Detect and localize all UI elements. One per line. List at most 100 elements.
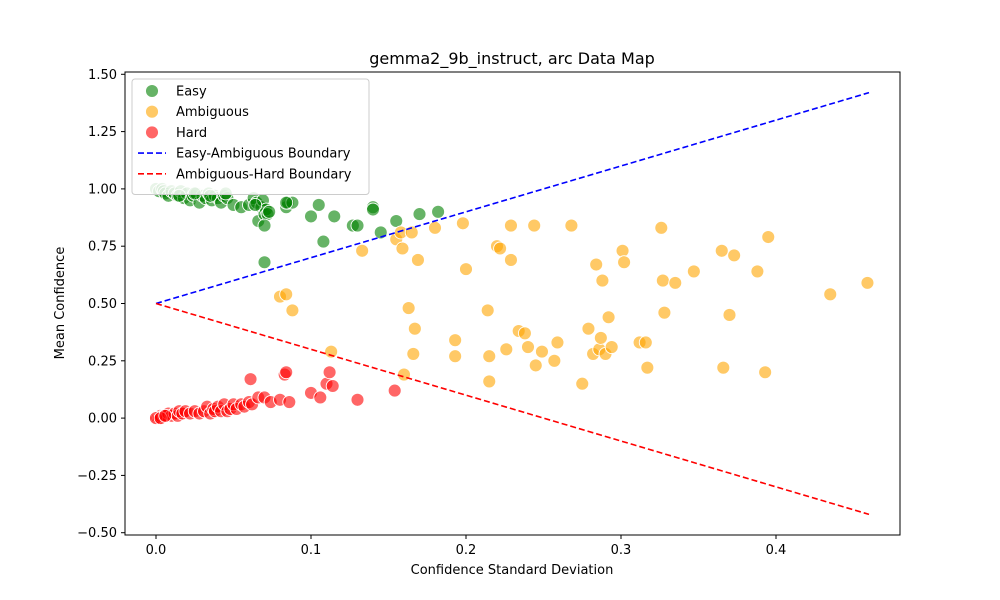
boundary-line-easy-ambiguous — [155, 91, 870, 305]
point-ambiguous-21 — [482, 374, 497, 389]
point-ambiguous-41 — [593, 330, 608, 345]
point-ambiguous-54 — [668, 275, 683, 290]
point-ambiguous-32 — [535, 344, 549, 359]
point-ambiguous-15 — [448, 333, 463, 348]
legend-ambiguous-hard-boundary-label: Ambiguous-Hard Boundary — [176, 167, 352, 182]
point-ambiguous-34 — [550, 335, 565, 350]
point-ambiguous-19 — [480, 303, 495, 318]
point-easy-37 — [257, 218, 272, 233]
point-hard-43 — [322, 365, 337, 380]
x-axis-title: Confidence Standard Deviation — [411, 563, 614, 578]
point-ambiguous-25 — [504, 218, 518, 233]
point-ambiguous-31 — [528, 358, 543, 373]
point-ambiguous-4 — [355, 243, 370, 258]
point-ambiguous-3 — [324, 344, 339, 359]
point-ambiguous-64 — [860, 275, 875, 290]
point-ambiguous-45 — [604, 340, 619, 354]
x-tick-label-0: 0.0 — [146, 543, 167, 558]
point-ambiguous-12 — [407, 321, 422, 336]
point-ambiguous-52 — [655, 273, 670, 288]
point-ambiguous-62 — [761, 230, 776, 244]
point-ambiguous-8 — [397, 367, 411, 382]
point-ambiguous-56 — [714, 243, 729, 258]
point-ambiguous-26 — [504, 253, 518, 267]
point-ambiguous-35 — [564, 218, 579, 233]
legend-ambiguous-label: Ambiguous — [176, 105, 249, 120]
point-ambiguous-37 — [581, 321, 596, 336]
point-easy-38 — [257, 255, 272, 270]
point-easy-52 — [412, 207, 427, 222]
point-ambiguous-33 — [547, 353, 562, 368]
point-ambiguous-9 — [401, 301, 416, 316]
point-ambiguous-24 — [499, 342, 514, 357]
point-easy-58 — [248, 197, 263, 212]
point-hard-41 — [313, 390, 328, 405]
y-tick-label-3: 0.25 — [88, 354, 117, 369]
point-ambiguous-30 — [527, 218, 542, 233]
y-tick-label-6: 1.00 — [88, 182, 117, 197]
point-ambiguous-46 — [615, 243, 630, 258]
point-ambiguous-60 — [750, 264, 765, 279]
point-ambiguous-23 — [493, 241, 508, 256]
point-ambiguous-2 — [285, 303, 300, 318]
point-ambiguous-16 — [448, 349, 463, 364]
legend-hard-marker — [145, 125, 159, 140]
point-ambiguous-11 — [406, 346, 421, 361]
point-easy-53 — [431, 204, 446, 219]
point-easy-43 — [311, 197, 326, 212]
point-ambiguous-58 — [722, 308, 737, 322]
y-axis-title: Mean Confidence — [53, 247, 68, 360]
point-ambiguous-36 — [575, 376, 590, 391]
legend-hard-label: Hard — [176, 126, 207, 141]
x-tick-label-2: 0.2 — [456, 543, 477, 558]
point-hard-44 — [325, 379, 340, 393]
point-ambiguous-49 — [638, 335, 653, 350]
point-ambiguous-44 — [601, 310, 616, 325]
point-ambiguous-39 — [589, 257, 604, 272]
point-ambiguous-7 — [395, 241, 410, 256]
y-tick-label-0: −0.50 — [77, 526, 117, 541]
point-ambiguous-17 — [455, 216, 470, 231]
point-easy-45 — [327, 209, 342, 224]
point-ambiguous-47 — [617, 255, 632, 270]
point-ambiguous-57 — [716, 360, 731, 375]
point-easy-47 — [350, 218, 365, 233]
legend-easy-marker — [145, 84, 159, 98]
point-ambiguous-50 — [640, 360, 655, 375]
chart-title: gemma2_9b_instruct, arc Data Map — [369, 49, 655, 69]
point-ambiguous-18 — [459, 262, 473, 277]
point-easy-42 — [304, 209, 318, 224]
y-tick-label-2: 0.00 — [88, 412, 117, 427]
series-ambiguous — [273, 216, 875, 391]
point-ambiguous-53 — [657, 305, 672, 320]
point-ambiguous-51 — [654, 220, 669, 235]
point-easy-36 — [262, 204, 277, 219]
y-tick-label-8: 1.50 — [88, 68, 117, 83]
point-ambiguous-20 — [482, 349, 497, 364]
legend-box — [131, 78, 370, 195]
point-hard-38 — [279, 365, 294, 380]
point-easy-59 — [279, 195, 294, 210]
legend: Easy Ambiguous Hard Easy-Ambiguous Boundary… — [131, 78, 370, 195]
point-ambiguous-42 — [595, 273, 610, 288]
point-ambiguous-14 — [428, 220, 442, 235]
point-ambiguous-29 — [521, 340, 535, 354]
point-ambiguous-61 — [758, 365, 773, 380]
legend-easy-ambiguous-boundary-label: Easy-Ambiguous Boundary — [176, 147, 351, 162]
point-easy-49 — [366, 202, 380, 217]
y-tick-label-7: 1.25 — [88, 125, 117, 140]
y-tick-label-5: 0.75 — [88, 240, 117, 255]
point-ambiguous-28 — [517, 326, 532, 341]
legend-easy-label: Easy — [176, 85, 207, 100]
point-ambiguous-59 — [727, 248, 742, 263]
x-tick-label-4: 0.4 — [766, 543, 787, 558]
point-hard-32 — [243, 372, 258, 387]
point-ambiguous-63 — [823, 287, 838, 302]
x-tick-label-3: 0.3 — [611, 543, 632, 558]
legend-ambiguous-marker — [145, 104, 159, 119]
point-hard-45 — [350, 392, 365, 407]
point-ambiguous-55 — [686, 264, 701, 279]
point-hard-46 — [387, 383, 402, 398]
point-hard-49 — [158, 408, 173, 423]
